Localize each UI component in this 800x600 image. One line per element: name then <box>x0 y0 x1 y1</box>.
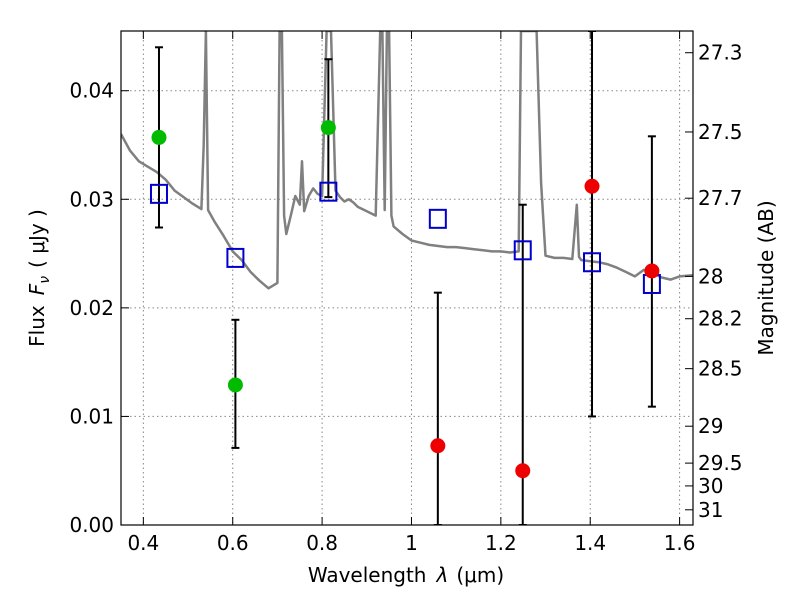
markers <box>149 120 661 479</box>
y2-tick-label: 27.7 <box>698 186 743 210</box>
x-tick-label: 1 <box>405 531 418 555</box>
y-tick-label: 0.01 <box>69 404 114 428</box>
detection-point <box>320 120 336 136</box>
y-tick-label: 0.02 <box>69 296 114 320</box>
x-tick-label: 0.8 <box>306 531 338 555</box>
y-tick-label: 0.00 <box>69 513 114 537</box>
x-tick-label: 0.4 <box>127 531 159 555</box>
y2-tick-label: 28 <box>698 264 723 288</box>
x-tick-label: 1.4 <box>574 531 606 555</box>
upper-limit-point <box>515 463 531 479</box>
plot-frame <box>120 30 694 526</box>
y-tick-label: 0.04 <box>69 79 114 103</box>
y2-axis-label: Magnitude (AB) <box>754 200 778 355</box>
upper-limit-point <box>644 263 660 279</box>
x-axis-label: Wavelength λ (μm) <box>308 563 504 587</box>
y2-tick-label: 29.5 <box>698 451 743 475</box>
upper-limit-point <box>584 178 600 194</box>
model-photometry-marker <box>149 183 168 204</box>
model-sed-line <box>121 31 693 290</box>
model-photometry-marker <box>428 208 447 229</box>
model-photometry-marker <box>583 252 602 273</box>
x-tick-label: 1.2 <box>485 531 517 555</box>
detection-point <box>227 377 243 393</box>
detection-point <box>151 129 167 145</box>
model-photometry-marker <box>513 240 532 261</box>
x-tick-label: 0.6 <box>217 531 249 555</box>
y2-tick-label: 27.3 <box>698 41 743 65</box>
y-tick-label: 0.03 <box>69 187 114 211</box>
y2-tick-label: 30 <box>698 474 723 498</box>
y2-tick-label: 28.5 <box>698 357 743 381</box>
y2-tick-label: 31 <box>698 498 723 522</box>
model-photometry-marker <box>226 247 245 268</box>
x-tick-label: 1.6 <box>664 531 696 555</box>
upper-limit-point <box>430 438 446 454</box>
plot-area <box>121 31 693 525</box>
ticks: 0.4 0.6 0.8 1 1.2 1.4 1.6 0.00 0.01 0.02 0.03 0.04 2… <box>69 31 743 555</box>
y2-tick-label: 27.5 <box>698 120 743 144</box>
y2-tick-label: 28.2 <box>698 307 743 331</box>
model-photometry-marker <box>319 181 338 202</box>
y2-tick-label: 29 <box>698 414 723 438</box>
y-axis-label: FluxFν( μJy ) <box>25 209 53 347</box>
